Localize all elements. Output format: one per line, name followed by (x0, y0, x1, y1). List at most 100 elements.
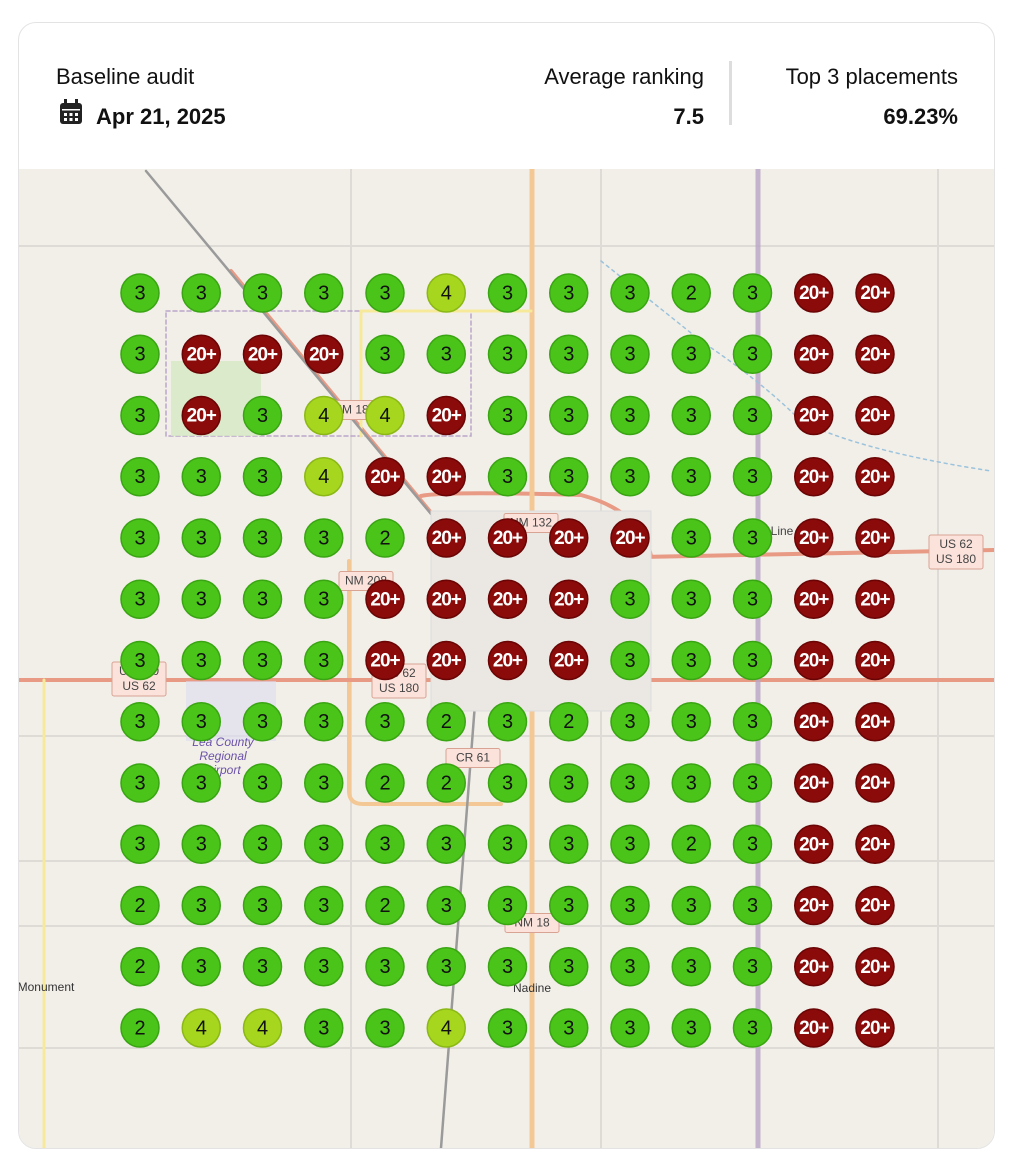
rank-label: 20+ (799, 651, 829, 672)
rank-pin (120, 334, 160, 374)
road-shield (928, 534, 984, 570)
rank-label: 3 (563, 282, 574, 304)
rank-label: 3 (134, 650, 145, 672)
rank-label: 20+ (799, 712, 829, 733)
rank-label: 3 (134, 772, 145, 794)
rank-pin (304, 1008, 344, 1048)
rank-pin (855, 334, 895, 374)
rank-label: 3 (686, 772, 697, 794)
rank-label: 3 (502, 956, 513, 978)
rank-label: 3 (379, 834, 390, 856)
rank-label: 3 (134, 527, 145, 549)
rank-label: 3 (624, 466, 635, 488)
rank-label: 3 (686, 1017, 697, 1039)
rank-pin (181, 885, 221, 926)
rank-label: 20+ (860, 712, 890, 733)
rank-pin (549, 702, 589, 742)
place-label: Nadine (513, 981, 551, 995)
rank-pin (610, 579, 650, 619)
rank-pin (426, 334, 466, 374)
rank-pin (671, 457, 711, 497)
rank-pin (794, 579, 834, 619)
rank-label: 20+ (799, 834, 829, 855)
rank-label: 3 (318, 711, 329, 733)
rank-pin (549, 947, 589, 987)
rank-pin (549, 579, 589, 619)
rank-pin (671, 947, 711, 987)
rank-pin (794, 702, 834, 742)
rank-label: 3 (318, 834, 329, 856)
rank-pin (671, 518, 711, 558)
rank-pin (487, 457, 528, 497)
rank-label: 3 (624, 344, 635, 366)
rank-label: 3 (502, 282, 513, 304)
rank-pin (855, 885, 895, 926)
rank-label: 2 (441, 711, 452, 733)
rank-label: 3 (686, 650, 697, 672)
rank-pin (365, 763, 405, 803)
rank-pin (794, 457, 834, 497)
rank-pin (732, 885, 773, 926)
rank-label: 3 (686, 956, 697, 978)
rank-pin (120, 824, 160, 864)
rank-label: 3 (563, 772, 574, 794)
rank-pin (242, 947, 283, 987)
rank-pin (487, 395, 528, 436)
rank-pin (732, 640, 773, 681)
rank-pin (426, 947, 466, 987)
rank-pin (671, 885, 711, 926)
rank-label: 3 (686, 527, 697, 549)
rank-label: 20+ (432, 528, 462, 549)
rank-pin (120, 579, 160, 619)
rank-pin (242, 1008, 283, 1048)
rank-pin (794, 640, 834, 681)
rank-pin (304, 763, 344, 803)
rank-label: 3 (502, 895, 513, 917)
rank-pin (855, 395, 895, 436)
rank-pin (549, 824, 589, 864)
rank-label: 20+ (554, 528, 584, 549)
rank-pin (732, 763, 773, 803)
rank-pin (365, 640, 405, 681)
rank-label: 20+ (493, 528, 523, 549)
rank-label: 3 (318, 527, 329, 549)
rank-pin (855, 763, 895, 803)
rank-label: 3 (502, 772, 513, 794)
rank-pin (794, 273, 834, 313)
rank-pin (304, 579, 344, 619)
rank-pin (487, 334, 528, 374)
rank-pin (120, 763, 160, 803)
rank-pin (426, 395, 466, 436)
rank-pin (365, 1008, 405, 1048)
rank-label: 3 (134, 344, 145, 366)
rank-label: 3 (563, 895, 574, 917)
rank-pin (304, 885, 344, 926)
rank-pin (671, 395, 711, 436)
rank-label: 20+ (799, 467, 829, 488)
rank-pin (426, 702, 466, 742)
rank-label: 3 (624, 589, 635, 611)
rank-label: 20+ (860, 344, 890, 365)
rank-pin (242, 334, 283, 374)
header: Baseline audit Apr 21, 2025 Average rank… (19, 23, 994, 170)
rank-label: 3 (379, 711, 390, 733)
rank-label: 20+ (493, 589, 523, 610)
rank-label: 3 (257, 772, 268, 794)
rank-label: 3 (624, 956, 635, 978)
rank-label: 3 (134, 589, 145, 611)
divider (729, 61, 732, 125)
calendar-icon (60, 99, 82, 124)
rank-pin (732, 579, 773, 619)
rank-label: 20+ (799, 344, 829, 365)
rank-label: 3 (563, 344, 574, 366)
rank-label: 20+ (799, 896, 829, 917)
rank-pin (549, 1008, 589, 1048)
rank-pin (610, 702, 650, 742)
rank-label: 3 (747, 956, 758, 978)
rank-pin (181, 824, 221, 864)
rank-label: 3 (379, 282, 390, 304)
rank-pin (242, 518, 283, 558)
rank-pin (242, 395, 283, 436)
rank-pin (426, 885, 466, 926)
rank-pin (610, 518, 650, 558)
